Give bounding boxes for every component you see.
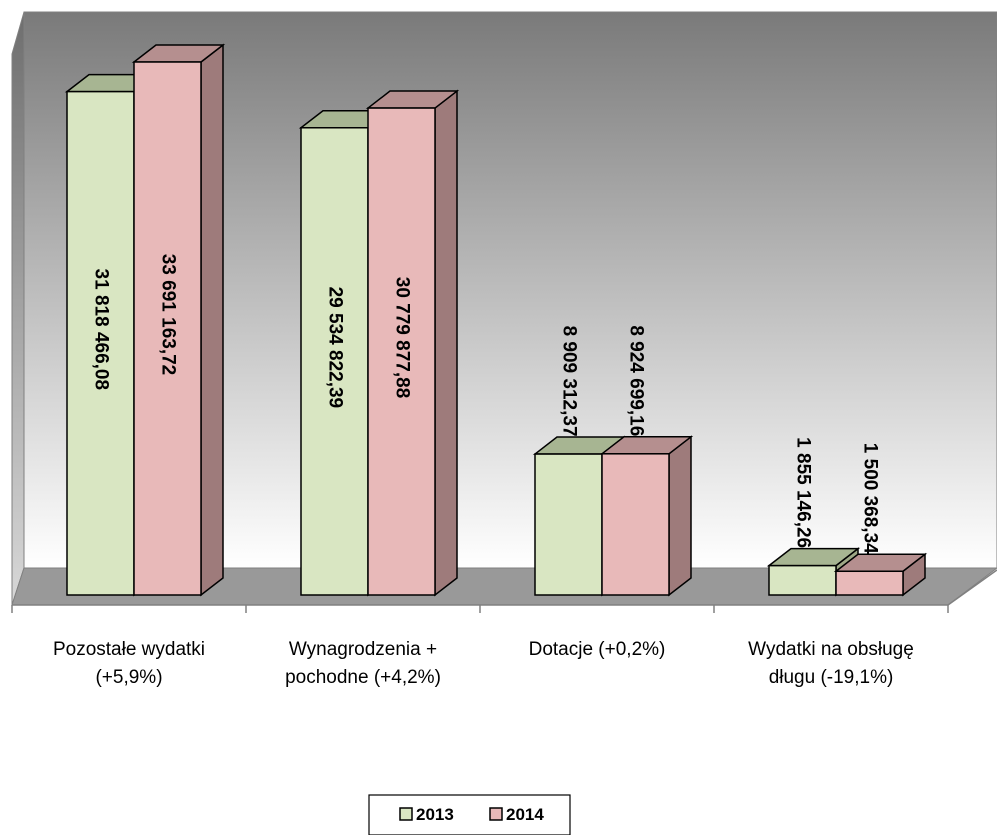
data-label: 29 534 822,39 xyxy=(324,287,345,409)
x-tick-label: Dotacje (+0,2%) xyxy=(529,639,666,660)
bar-side-face xyxy=(200,43,224,597)
bars-group xyxy=(64,43,928,597)
bar-front-face xyxy=(367,107,436,596)
data-label: 8 924 699,16 xyxy=(625,325,646,436)
legend-label-2014: 2014 xyxy=(506,805,544,824)
x-tick-label-line: pochodne (+4,2%) xyxy=(285,667,441,688)
bar-side-face xyxy=(668,435,692,597)
x-tick-label-line: Dotacje (+0,2%) xyxy=(529,639,666,660)
x-tick-label: Wydatki na obsługę długu (-19,1%) xyxy=(748,639,914,688)
bar-labels-group: 31 818 466,08 33 691 163,72 29 534 822,39 3… xyxy=(90,254,880,554)
data-label: 33 691 163,72 xyxy=(157,254,178,376)
x-tick-label-line: Wydatki na obsługę xyxy=(748,639,914,660)
data-label: 1 855 146,26 xyxy=(792,437,813,548)
bar-front-face xyxy=(66,90,135,596)
bar-2014-2 xyxy=(599,435,694,597)
bar-2014-1 xyxy=(365,89,460,597)
bar-front-face xyxy=(133,61,202,596)
x-tick-label: Wynagrodzenia + pochodne (+4,2%) xyxy=(285,639,441,688)
data-label: 8 909 312,37 xyxy=(558,326,579,437)
bar-side-face xyxy=(434,89,458,597)
bar-front-face xyxy=(534,453,603,596)
bar-2014-3 xyxy=(833,552,928,597)
bar-front-face xyxy=(768,564,837,596)
data-label: 1 500 368,34 xyxy=(859,443,880,554)
x-tick-label-line: Wynagrodzenia + xyxy=(289,639,437,660)
legend-swatch-2014 xyxy=(489,807,503,821)
legend-swatch-2013 xyxy=(399,807,413,821)
chart-walls xyxy=(11,11,997,606)
side-wall xyxy=(11,11,25,606)
x-axis-depth-line xyxy=(947,569,997,606)
bar-front-face xyxy=(300,127,369,596)
x-tick-label-line: Pozostałe wydatki xyxy=(53,639,205,660)
bar-front-face xyxy=(601,453,670,596)
legend: 2013 2014 xyxy=(368,794,571,836)
data-label: 31 818 466,08 xyxy=(90,269,111,391)
x-tick-label: Pozostałe wydatki (+5,9%) xyxy=(53,639,205,688)
bar-2014-0 xyxy=(131,43,226,597)
x-tick-label-line: długu (-19,1%) xyxy=(769,667,894,688)
x-axis: Pozostałe wydatki (+5,9%) Wynagrodzenia + p… xyxy=(11,569,997,688)
data-label: 30 779 877,88 xyxy=(391,277,412,399)
legend-label-2013: 2013 xyxy=(416,805,454,824)
x-tick-label-line: (+5,9%) xyxy=(95,667,162,688)
bar-front-face xyxy=(835,570,904,596)
